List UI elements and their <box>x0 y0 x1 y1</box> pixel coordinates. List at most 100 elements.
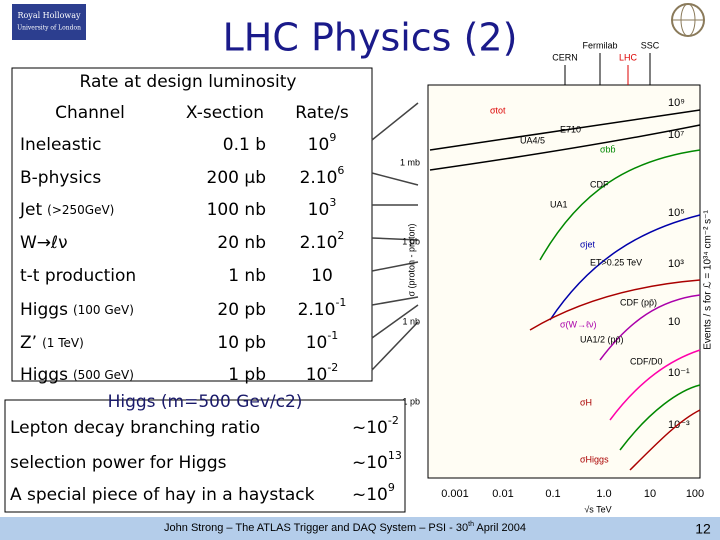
right-tick-label: 10⁷ <box>668 129 684 141</box>
footer-text: John Strong – The ATLAS Trigger and DAQ … <box>164 521 526 534</box>
rate-exp: -1 <box>327 329 338 342</box>
y2-axis-label: Events / s for ℒ = 10³⁴ cm⁻² s⁻¹ <box>703 210 714 350</box>
curve-label: CDF <box>590 179 609 189</box>
rate-exp: 6 <box>337 164 344 177</box>
arrow <box>371 296 419 306</box>
curve-label: UA1/2 (pp̄) <box>580 334 624 344</box>
logo <box>12 4 86 40</box>
channel-name: Higgs <box>20 300 68 320</box>
curve-label: σbb̄ <box>600 144 616 154</box>
x-section: 20 nb <box>217 233 266 253</box>
channel: B-physics <box>20 168 101 188</box>
curve <box>599 294 701 361</box>
arrow <box>371 172 419 186</box>
accelerator-label: SSC <box>641 40 660 50</box>
rate: 10 <box>311 266 333 286</box>
x-section: 10 pb <box>217 333 266 353</box>
slide-title: LHC Physics (2) <box>223 16 518 60</box>
channel: W→ℓν <box>20 233 68 253</box>
channel-name: Jet <box>19 200 42 220</box>
left-tick-label: 1 mb <box>400 157 420 167</box>
x-tick-label: 100 <box>686 488 704 500</box>
channel-note: (500 GeV) <box>73 368 134 382</box>
footer-text: April 2004 <box>474 522 526 534</box>
channel-name: W→ℓν <box>20 233 68 253</box>
right-tick-label: 10 <box>668 316 680 328</box>
curve <box>629 409 701 471</box>
logo-text: University of London <box>17 25 81 32</box>
curve <box>529 279 701 331</box>
higgs-value: ~10-2 <box>352 414 399 438</box>
channel: Z’ (1 TeV) <box>20 333 84 353</box>
curve <box>429 109 701 151</box>
rate-base: 2.10 <box>300 233 338 253</box>
rate: 10-1 <box>306 329 339 353</box>
higgs-value-exp: 13 <box>388 449 402 462</box>
footer-text: John Strong – The ATLAS Trigger and DAQ … <box>164 522 468 534</box>
x-tick-label: 0.01 <box>492 488 513 500</box>
channel-name: B-physics <box>20 168 101 188</box>
higgs-value-base: ~10 <box>352 453 388 473</box>
curve-label: CDF (pp̄) <box>620 297 657 307</box>
arrow <box>371 321 419 371</box>
accelerator-label: Fermilab <box>582 40 617 50</box>
table-box <box>11 67 373 382</box>
accelerator-label: LHC <box>619 52 638 62</box>
arrow <box>371 261 419 272</box>
curve <box>429 124 701 171</box>
left-tick-label: 1 pb <box>402 396 420 406</box>
rate-base: 10 <box>306 365 328 385</box>
logo-text: Royal Holloway <box>17 11 81 20</box>
x-section: 200 μb <box>207 168 266 188</box>
rate: 2.102 <box>300 229 345 253</box>
column-header: Channel <box>55 103 125 123</box>
higgs-box <box>4 399 406 513</box>
left-tick-label: 1 nb <box>402 316 420 326</box>
channel: Higgs (500 GeV) <box>20 365 134 385</box>
y-axis-label: σ (proton - proton) <box>406 223 416 296</box>
right-tick-label: 10⁻³ <box>668 419 690 431</box>
rate-exp: -2 <box>327 361 338 374</box>
channel-note: (1 TeV) <box>42 336 84 350</box>
higgs-value-base: ~10 <box>352 418 388 438</box>
arrow <box>371 304 419 339</box>
rate-base: 10 <box>308 135 330 155</box>
right-tick-label: 10⁹ <box>668 97 685 109</box>
rate-exp: 2 <box>337 229 344 242</box>
x-section: 100 nb <box>207 200 266 220</box>
rate-base: 10 <box>311 266 333 286</box>
channel: Jet (>250GeV) <box>19 200 114 220</box>
curve-label: UA4/5 <box>520 135 545 145</box>
curve-label: ET>0.25 TeV <box>590 257 642 267</box>
right-tick-label: 10⁵ <box>668 207 685 219</box>
rate-exp: -1 <box>335 296 346 309</box>
x-tick-label: 0.001 <box>441 488 469 500</box>
arrow <box>371 102 419 141</box>
x-tick-label: 10 <box>644 488 656 500</box>
curve <box>609 349 701 421</box>
left-tick-label: 1 μb <box>402 236 420 246</box>
column-header: Rate/s <box>295 103 349 123</box>
right-tick-label: 10⁻¹ <box>668 367 690 379</box>
footer-bar <box>0 517 720 540</box>
rate-base: 10 <box>306 333 328 353</box>
higgs-value-exp: -2 <box>388 414 399 427</box>
curve <box>619 384 701 451</box>
higgs-label: Lepton decay branching ratio <box>10 418 260 438</box>
x-tick-label: 0.1 <box>545 488 560 500</box>
rate-exp: 3 <box>329 196 336 209</box>
higgs-subtitle: Higgs (m=500 Gev/c2) <box>108 392 303 412</box>
higgs-label: selection power for Higgs <box>10 453 227 473</box>
curve-label: σHiggs <box>580 454 609 464</box>
accelerator-label: CERN <box>552 52 578 62</box>
channel-name: Higgs <box>20 365 68 385</box>
higgs-value: ~109 <box>352 481 395 505</box>
channel-name: Z’ <box>20 333 37 353</box>
channel: Higgs (100 GeV) <box>20 300 134 320</box>
channel-name: t-t production <box>20 266 136 286</box>
curve <box>539 149 701 261</box>
x-axis-label: √s TeV <box>584 504 611 514</box>
rate: 103 <box>308 196 337 220</box>
globe-icon <box>671 3 705 37</box>
higgs-value-exp: 9 <box>388 481 395 494</box>
